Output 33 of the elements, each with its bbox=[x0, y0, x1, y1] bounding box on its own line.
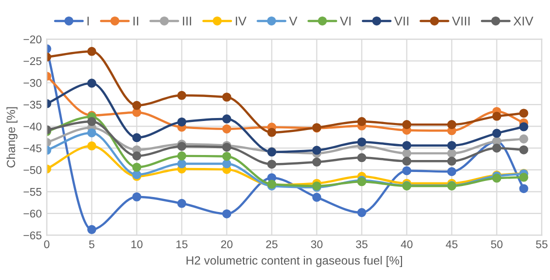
y-tick-label: −50 bbox=[24, 166, 42, 174]
x-axis-title: H2 volumetric content in gaseous fuel [%] bbox=[186, 256, 402, 267]
y-tick-label: −45 bbox=[24, 144, 42, 152]
y-tick-label: −35 bbox=[24, 100, 42, 109]
legend-label: IV bbox=[236, 16, 246, 26]
y-tick-label: −65 bbox=[24, 231, 42, 240]
x-tick-label: 40 bbox=[400, 240, 412, 248]
legend-label: VIII bbox=[452, 16, 470, 26]
x-tick-label: 35 bbox=[356, 240, 368, 248]
y-axis-title: Change [%] bbox=[6, 107, 18, 168]
y-tick-label: −40 bbox=[24, 122, 42, 130]
legend-label: II bbox=[134, 16, 138, 26]
legend-label: XIV bbox=[514, 16, 534, 26]
x-tick-label: 45 bbox=[446, 240, 458, 248]
x-tick-label: 25 bbox=[266, 240, 278, 248]
y-tick-label: −25 bbox=[24, 57, 42, 66]
legend-label: III bbox=[182, 16, 192, 26]
legend-label: V bbox=[289, 16, 298, 26]
x-tick-label: 20 bbox=[221, 240, 232, 248]
x-tick-label: 0 bbox=[44, 240, 50, 248]
x-tick-label: 30 bbox=[310, 240, 322, 248]
x-tick-label: 10 bbox=[131, 240, 142, 248]
x-tick-label: 15 bbox=[176, 240, 188, 248]
y-tick-label: −20 bbox=[24, 35, 42, 44]
legend-label: I bbox=[88, 16, 89, 26]
x-tick-label: 5 bbox=[89, 240, 94, 248]
y-tick-label: −55 bbox=[24, 188, 42, 196]
y-tick-label: −30 bbox=[24, 79, 42, 87]
x-tick-label: 55 bbox=[536, 240, 548, 248]
legend-label: VI bbox=[340, 16, 351, 26]
legend-label: VII bbox=[394, 16, 408, 26]
y-tick-label: −60 bbox=[24, 210, 42, 218]
x-tick-label: 50 bbox=[491, 240, 502, 248]
